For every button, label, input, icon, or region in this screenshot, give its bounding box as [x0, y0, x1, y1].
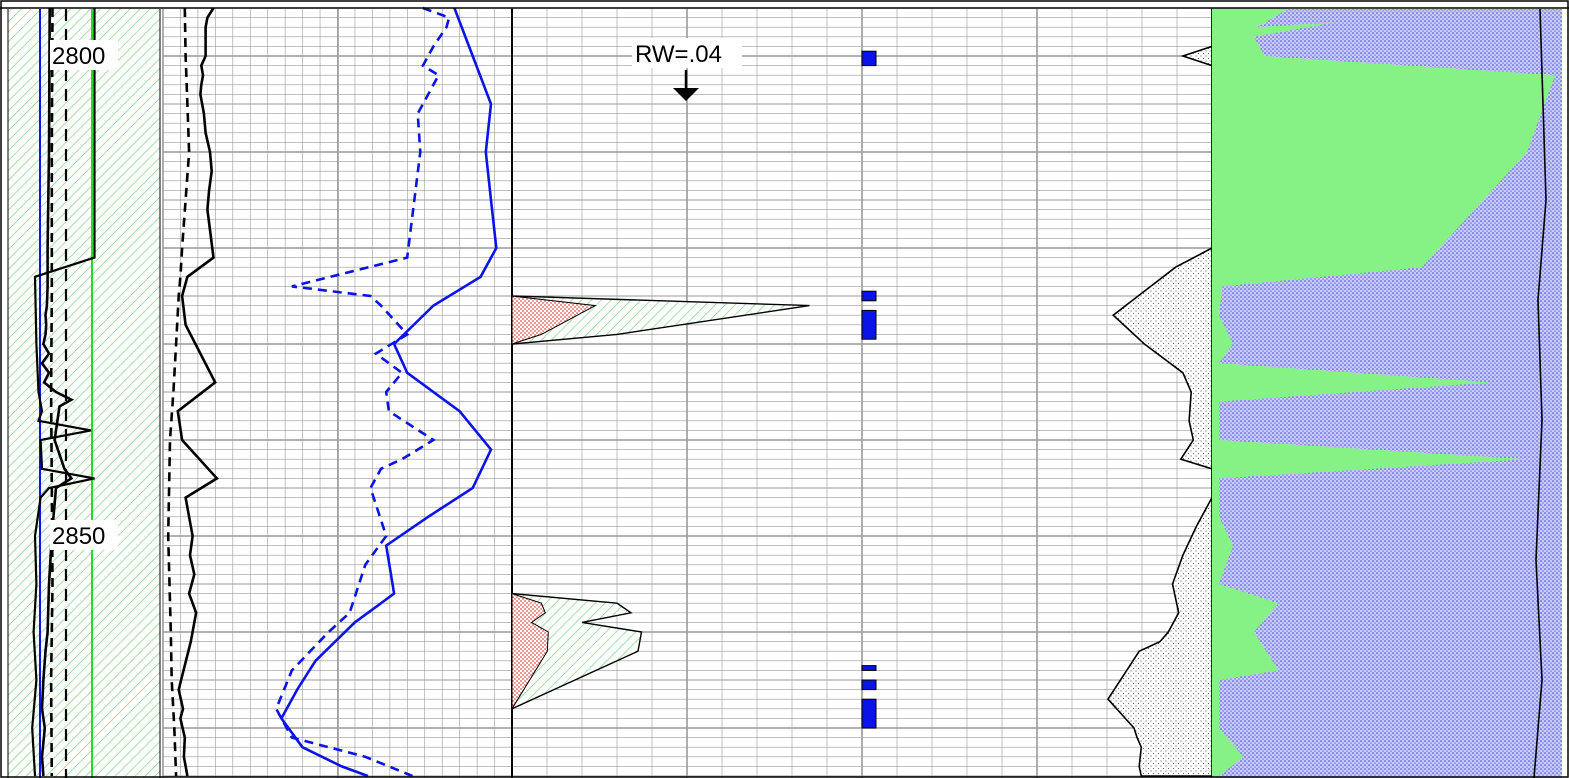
- depth-labels: 2800 2850: [50, 40, 118, 550]
- down-arrow-icon: [673, 88, 699, 101]
- solid-log-curve: [176, 7, 219, 777]
- fill-layer: [511, 8, 1562, 778]
- lithology-fill: [1106, 8, 1213, 777]
- peak-inner-fill: [511, 8, 597, 711]
- grid-layer: [7, 9, 1213, 778]
- solid-log-curve: [279, 7, 498, 778]
- annotation-bg: [632, 38, 742, 68]
- right-boundary-curve: [1533, 8, 1547, 778]
- depth-label-bg: [50, 520, 118, 550]
- depth-track-fill: [8, 9, 160, 778]
- flag-bar-layer: [861, 50, 877, 729]
- dashed-log-curve: [49, 7, 54, 777]
- depth-label-2800: 2800: [52, 43, 105, 70]
- flag-bar: [861, 50, 877, 67]
- flag-bar: [861, 698, 877, 729]
- flag-bar: [861, 309, 877, 340]
- solid-log-curve: [40, 7, 75, 777]
- rw-annotation-text: RW=.04: [635, 41, 722, 68]
- dashed-log-curve: [166, 7, 191, 777]
- curve-layer: [31, 6, 1547, 778]
- flag-bar: [861, 679, 877, 691]
- depth-label-2850: 2850: [52, 523, 105, 550]
- rw-annotation: RW=.04: [632, 38, 742, 101]
- flag-bar: [861, 290, 877, 302]
- peak-fill: [511, 8, 810, 710]
- flag-bar: [861, 665, 877, 671]
- volume-fill: [1212, 8, 1555, 776]
- depth-track-curve: [31, 8, 96, 777]
- depth-label-bg: [50, 40, 118, 70]
